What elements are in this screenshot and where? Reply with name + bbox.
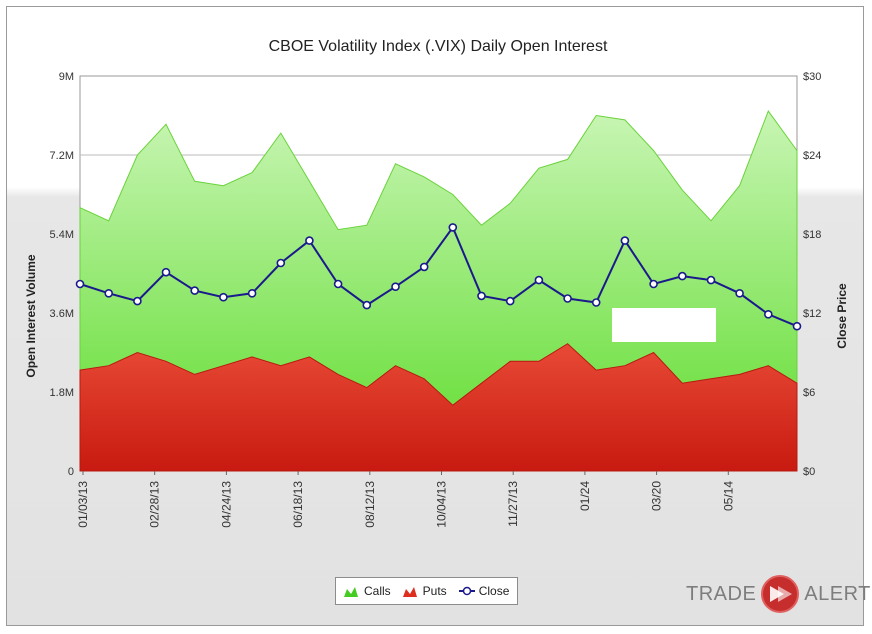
legend-item-puts[interactable]: Puts — [402, 584, 447, 598]
y-right-tick-label: $12 — [803, 308, 821, 320]
close-point — [133, 296, 142, 306]
x-tick-label: 11/27/13 — [506, 481, 520, 527]
chart-title: CBOE Volatility Index (.VIX) Daily Open … — [269, 38, 608, 55]
x-tick-label: 03/20 — [650, 481, 664, 511]
x-tick-label: 08/12/13 — [363, 481, 377, 528]
legend-item-close[interactable]: Close — [458, 584, 510, 598]
close-point — [219, 292, 228, 302]
x-tick-label: 05/14 — [721, 481, 735, 511]
close-point — [419, 262, 429, 272]
y-right-tick-label: $0 — [803, 466, 815, 478]
y-left-tick-label: 0 — [68, 466, 74, 478]
legend-item-calls[interactable]: Calls — [344, 584, 391, 598]
brand-logo-block: TRADE ALERT — [686, 575, 871, 613]
y-left-axis-label: Open Interest Volume — [24, 254, 38, 377]
close-point — [161, 267, 171, 277]
y-right-tick-label: $18 — [803, 229, 821, 241]
close-point — [677, 271, 687, 281]
y-left-tick-label: 5.4M — [50, 229, 74, 241]
close-point — [276, 258, 286, 268]
close-point — [104, 288, 113, 298]
y-right-tick-label: $24 — [803, 150, 821, 162]
close-point — [190, 286, 199, 295]
close-point — [792, 321, 802, 331]
legend-label-puts: Puts — [422, 584, 447, 598]
trade-alert-logo-icon — [761, 575, 800, 613]
legend-label-close: Close — [478, 584, 510, 598]
puts-area-icon — [402, 585, 417, 597]
axes: 0 $0 1.8M $6 3.6M $12 5.4M $18 7.2M $24 9M $30 01/03… — [50, 71, 822, 528]
close-point — [505, 296, 515, 306]
area-series — [79, 110, 798, 472]
close-line — [79, 225, 798, 328]
close-point — [706, 275, 716, 285]
legend-label-calls: Calls — [364, 584, 391, 598]
close-line-icon — [458, 585, 475, 597]
close-point — [448, 223, 458, 232]
close-point — [591, 298, 601, 307]
y-right-tick-label: $6 — [803, 387, 815, 399]
close-point — [534, 275, 544, 285]
y-right-tick-label: $30 — [803, 71, 821, 83]
brand-word-alert: ALERT — [804, 582, 871, 605]
x-tick-label: 01/24 — [578, 481, 592, 511]
close-point — [477, 291, 486, 301]
y-left-tick-label: 9M — [59, 71, 74, 83]
close-point — [563, 294, 572, 303]
close-point — [391, 282, 400, 292]
white-overlay-box — [612, 308, 716, 342]
close-point — [620, 236, 630, 245]
brand-word-trade: TRADE — [686, 582, 757, 605]
close-point — [247, 288, 257, 298]
x-tick-label: 02/28/13 — [148, 481, 162, 528]
close-point — [763, 309, 773, 319]
close-point — [649, 279, 658, 289]
close-line-series — [75, 223, 802, 331]
x-tick-label: 06/18/13 — [291, 481, 305, 528]
y-left-tick-label: 7.2M — [50, 150, 74, 162]
close-point — [333, 279, 343, 289]
legend: Calls Puts Close — [335, 577, 519, 605]
close-point — [735, 288, 744, 298]
x-tick-label: 01/03/13 — [76, 481, 90, 528]
calls-area-icon — [344, 585, 358, 597]
x-tick-label: 04/24/13 — [219, 481, 233, 528]
y-right-axis-label: Close Price — [835, 283, 849, 349]
y-left-tick-label: 3.6M — [50, 308, 74, 320]
puts-area — [79, 343, 798, 472]
close-point — [75, 279, 85, 289]
y-left-tick-label: 1.8M — [50, 387, 74, 399]
close-point — [305, 236, 314, 245]
close-point — [362, 300, 372, 310]
x-tick-label: 10/04/13 — [435, 481, 449, 528]
